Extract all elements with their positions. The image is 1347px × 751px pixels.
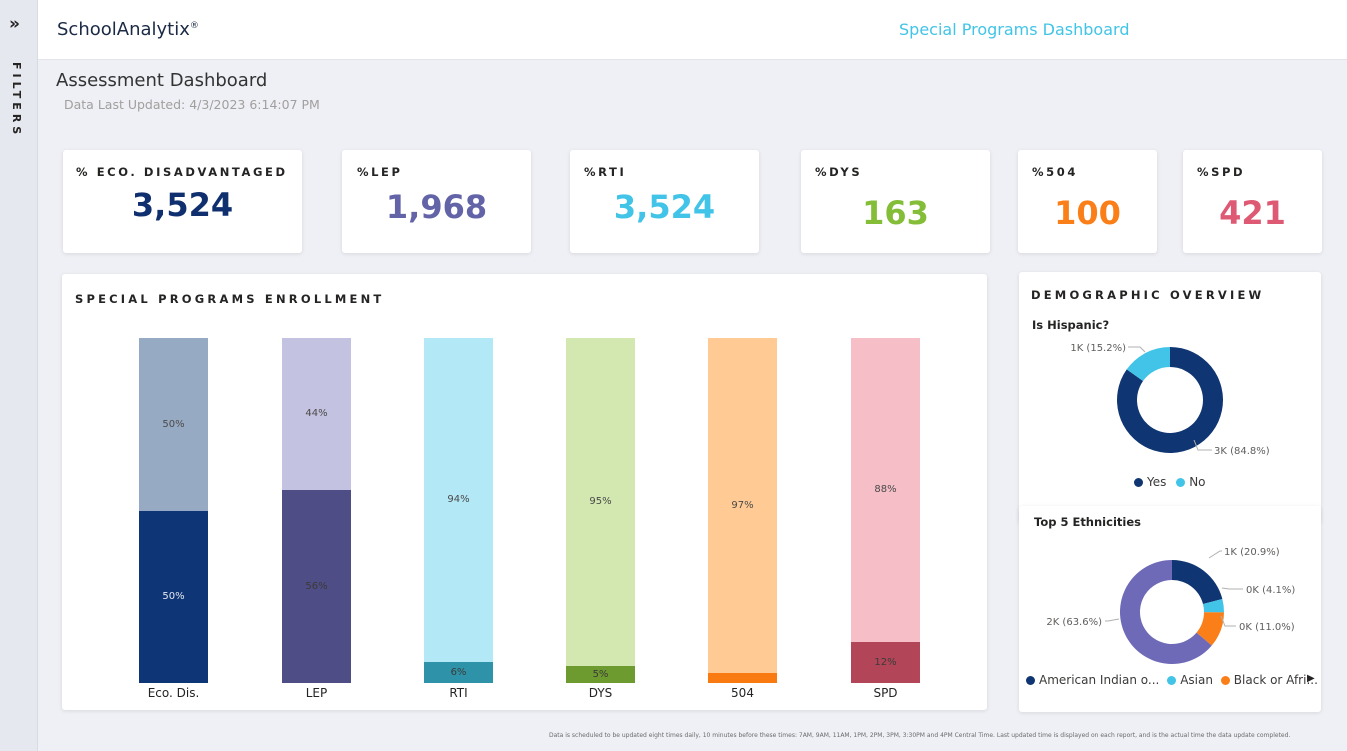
kpi-card-eco-disadvantaged: % ECO. DISADVANTAGED 3,524 (63, 150, 302, 253)
hispanic-yes-leader-line (1193, 439, 1212, 451)
kpi-label: %DYS (815, 165, 863, 179)
filters-label[interactable]: FILTERS (10, 62, 23, 139)
bar-label-no-rti: 94% (447, 494, 470, 505)
is-hispanic-donut-chart: 1K (15.2%) 3K (84.8%) (1070, 343, 1270, 457)
kpi-label: %SPD (1197, 165, 1246, 179)
expand-filters-icon[interactable]: » (9, 14, 20, 34)
kpi-label: %504 (1032, 165, 1078, 179)
bar-segment-no-eco-dis[interactable] (139, 338, 208, 511)
hispanic-slice-yes[interactable] (1117, 347, 1223, 453)
special-programs-dashboard-link[interactable]: Special Programs Dashboard (899, 20, 1130, 39)
demographic-overview-title: DEMOGRAPHIC OVERVIEW (1031, 288, 1265, 302)
is-hispanic-legend: Yes No (1134, 475, 1206, 489)
bar-segment-yes-504[interactable] (708, 673, 777, 683)
kpi-value: 163 (862, 194, 929, 232)
special-programs-enrollment-card: SPECIAL PROGRAMS ENROLLMENT 50% 50% Eco. D… (62, 274, 987, 710)
ethnicity-black-leader-line (1220, 615, 1236, 627)
top-ethnicities-donut-chart: 1K (20.9%) 0K (4.1%) 0K (11.0%) 2K (63.6… (1046, 547, 1295, 664)
bar-label-no-lep: 44% (305, 408, 328, 419)
legend-no-label[interactable]: No (1189, 475, 1206, 489)
bar-category-label-rti: RTI (449, 686, 468, 700)
top-header: SchoolAnalytix® Special Programs Dashboa… (38, 0, 1347, 60)
brand-name: SchoolAnalytix (57, 19, 190, 40)
kpi-card-dys: %DYS 163 (801, 150, 990, 253)
top-ethnicities-legend: American Indian o... Asian Black or Afri… (1026, 673, 1318, 687)
bar-label-yes-rti: 6% (450, 666, 467, 678)
ethnicity-other-leader-line (1105, 618, 1120, 622)
bar-category-label-spd: SPD (873, 686, 898, 700)
legend-black-label[interactable]: Black or Afri... (1233, 673, 1318, 687)
top-5-ethnicities-title: Top 5 Ethnicities (1034, 515, 1141, 529)
hispanic-slice-no[interactable] (1126, 347, 1170, 381)
ethnicity-american-indian-label: 1K (20.9%) (1224, 547, 1280, 558)
hispanic-yes-label: 3K (84.8%) (1214, 446, 1270, 457)
ethnicity-asian-leader-line (1221, 587, 1243, 590)
bar-segment-yes-rti[interactable] (424, 662, 493, 683)
legend-asian-swatch (1167, 676, 1177, 685)
data-refresh-note: Data is scheduled to be updated eight ti… (549, 732, 1291, 739)
ethnicity-black-label: 0K (11.0%) (1239, 622, 1295, 633)
brand-logo: SchoolAnalytix® (57, 19, 199, 40)
kpi-label: % ECO. DISADVANTAGED (76, 165, 288, 179)
ethnicity-american-indian-leader-line (1208, 550, 1222, 559)
legend-next-page-icon[interactable]: ▶ (1307, 673, 1315, 684)
bar-segment-no-dys[interactable] (566, 338, 635, 666)
bar-label-yes-lep: 56% (305, 580, 328, 592)
kpi-card-spd: %SPD 421 (1183, 150, 1322, 253)
bar-segment-no-spd[interactable] (851, 338, 920, 642)
ethnicity-other-label: 2K (63.6%) (1046, 617, 1102, 628)
bar-category-label-504: 504 (731, 686, 754, 700)
hispanic-no-leader-line (1128, 346, 1146, 353)
ethnicity-slice-black-or-afri[interactable] (1196, 612, 1224, 646)
ethnicity-asian-label: 0K (4.1%) (1246, 585, 1295, 596)
bar-label-yes-dys: 5% (592, 668, 609, 680)
kpi-value: 3,524 (131, 186, 234, 224)
kpi-card-504: %504 100 (1018, 150, 1157, 253)
bar-category-label-dys: DYS (588, 686, 613, 700)
demographic-overview-card: DEMOGRAPHIC OVERVIEW Is Hispanic? 1K (15… (1019, 272, 1321, 523)
kpi-card-rti: %RTI 3,524 (570, 150, 759, 253)
brand-registered-mark: ® (189, 21, 199, 31)
bar-label-yes-spd: 12% (874, 656, 897, 668)
kpi-value: 1,968 (385, 188, 488, 226)
bar-category-label-eco-dis: Eco. Dis. (147, 686, 200, 700)
filter-rail[interactable]: » FILTERS (0, 0, 38, 751)
legend-american-indian-label[interactable]: American Indian o... (1039, 673, 1160, 687)
legend-asian-label[interactable]: Asian (1180, 673, 1213, 687)
bar-segment-yes-spd[interactable] (851, 642, 920, 683)
page-title: Assessment Dashboard (56, 70, 268, 91)
enrollment-chart-title: SPECIAL PROGRAMS ENROLLMENT (75, 292, 385, 306)
bar-segment-no-504[interactable] (708, 338, 777, 673)
is-hispanic-title: Is Hispanic? (1032, 318, 1110, 332)
legend-yes-label[interactable]: Yes (1147, 475, 1167, 489)
bar-segment-no-rti[interactable] (424, 338, 493, 662)
kpi-card-lep: %LEP 1,968 (342, 150, 531, 253)
bar-label-yes-eco-dis: 50% (162, 591, 185, 602)
bar-segment-yes-dys[interactable] (566, 666, 635, 683)
data-last-updated: Data Last Updated: 4/3/2023 6:14:07 PM (64, 97, 320, 112)
ethnicity-slice-other[interactable] (1120, 560, 1212, 664)
bar-segment-no-lep[interactable] (282, 338, 351, 490)
top-ethnicities-card: Top 5 Ethnicities 1K (20.9%) 0K (4.1%) 0… (1019, 506, 1321, 712)
legend-no-swatch (1176, 478, 1186, 487)
bar-label-no-dys: 95% (589, 496, 612, 507)
legend-black-swatch (1220, 676, 1230, 685)
ethnicity-slice-asian[interactable] (1202, 599, 1224, 613)
bar-category-label-lep: LEP (305, 686, 328, 700)
bar-label-no-eco-dis: 50% (162, 418, 185, 430)
kpi-value: 421 (1219, 194, 1286, 232)
legend-american-indian-swatch (1026, 676, 1035, 685)
kpi-label: %RTI (584, 165, 627, 179)
bar-segment-yes-lep[interactable] (282, 490, 351, 683)
hispanic-no-label: 1K (15.2%) (1070, 343, 1126, 354)
bar-label-no-spd: 88% (874, 484, 897, 495)
kpi-label: %LEP (357, 165, 403, 179)
bar-segment-yes-eco-dis[interactable] (139, 511, 208, 683)
bar-label-no-504: 97% (731, 499, 754, 511)
ethnicity-slice-american-indian-o[interactable] (1172, 560, 1223, 605)
kpi-value: 3,524 (613, 188, 716, 226)
kpi-value: 100 (1054, 194, 1121, 232)
legend-yes-swatch (1134, 478, 1143, 487)
